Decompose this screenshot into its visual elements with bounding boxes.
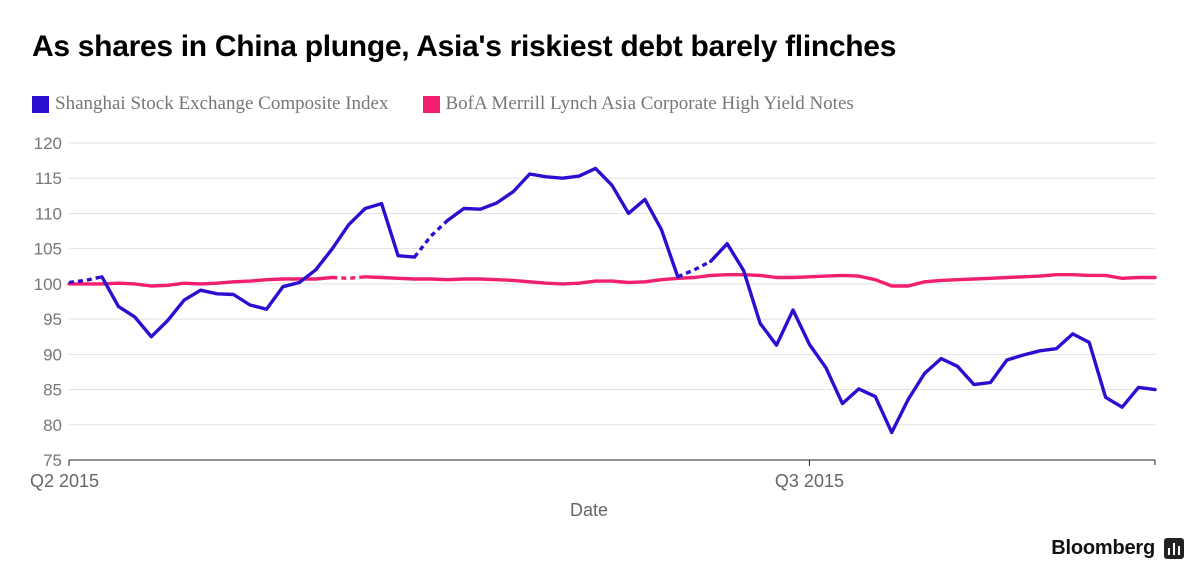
y-tick-label-110: 110 [35,204,62,223]
legend-item-shanghai: Shanghai Stock Exchange Composite Index [32,93,389,115]
y-tick-label-75: 75 [43,451,62,470]
y-tick-label-95: 95 [43,310,62,329]
y-tick-label-80: 80 [43,416,62,435]
y-tick-label-115: 115 [35,169,62,188]
legend: Shanghai Stock Exchange Composite Index … [32,92,888,116]
y-tick-label-85: 85 [43,381,62,400]
bloomberg-terminal-icon [1164,538,1184,559]
y-tick-label-90: 90 [43,345,62,364]
bofa-line-segment [67,275,334,288]
y-tick-label-105: 105 [34,240,62,259]
y-tick-label-120: 120 [34,134,62,153]
brand-name: Bloomberg [1051,537,1155,559]
bloomberg-logo: Bloomberg [1051,537,1184,560]
legend-swatch-bofa [422,95,440,113]
shanghai-line-segment-dashed [677,259,712,279]
shanghai-line-segment [445,166,680,279]
bofa-line-segment [363,273,1157,288]
y-tick-label-100: 100 [34,275,62,294]
chart-title: As shares in China plunge, Asia's riskie… [32,30,897,63]
shanghai-line-segment-dashed [68,275,103,285]
legend-item-bofa: BofA Merrill Lynch Asia Corporate High Y… [422,93,854,115]
legend-label-bofa: BofA Merrill Lynch Asia Corporate High Y… [445,93,854,114]
legend-swatch-shanghai [32,95,49,113]
x-axis-label: Date [570,500,608,520]
shanghai-line-segment [100,201,417,339]
series-bofa [67,273,1157,288]
series-shanghai [68,166,1157,435]
x-tick-label-0: Q2 2015 [30,471,99,491]
bofa-line-segment-dashed [332,275,366,280]
shanghai-line-segment [709,241,1157,435]
shanghai-line-segment-dashed [413,219,449,259]
x-tick-label-1: Q3 2015 [775,471,844,491]
legend-label-shanghai: Shanghai Stock Exchange Composite Index [55,93,389,114]
